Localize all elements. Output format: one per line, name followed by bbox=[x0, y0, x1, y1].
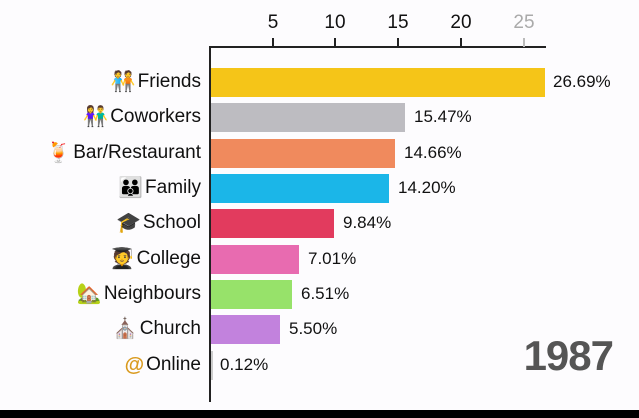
x-tick-label: 25 bbox=[513, 12, 535, 33]
bar bbox=[211, 68, 545, 97]
value-label: 26.69% bbox=[553, 72, 611, 91]
year-label: 1987 bbox=[523, 332, 614, 379]
x-tick bbox=[397, 38, 399, 47]
cocktail-icon: 🍹 bbox=[46, 142, 72, 164]
bar bbox=[211, 315, 280, 344]
x-tick bbox=[523, 38, 525, 47]
bar bbox=[211, 209, 334, 238]
x-tick bbox=[334, 38, 336, 47]
value-label: 6.51% bbox=[301, 284, 350, 303]
category-label: Family bbox=[145, 177, 201, 198]
bar bbox=[211, 351, 213, 380]
church-icon: ⛪ bbox=[112, 318, 138, 340]
house-icon: 🏡 bbox=[76, 283, 102, 305]
bar-row-school: 🎓 School 9.84% bbox=[0, 208, 639, 238]
x-tick-label: 20 bbox=[450, 12, 472, 33]
at-sign-icon: @ bbox=[124, 354, 145, 376]
bar-row-coworkers: 👫 Coworkers 15.47% bbox=[0, 102, 639, 132]
category-label: School bbox=[142, 212, 201, 233]
value-label: 0.12% bbox=[220, 355, 269, 374]
bar bbox=[211, 103, 405, 132]
value-label: 14.66% bbox=[404, 143, 462, 162]
value-label: 5.50% bbox=[289, 319, 338, 338]
graduation-cap-icon: 🎓 bbox=[115, 212, 141, 234]
value-label: 14.20% bbox=[398, 178, 456, 197]
bar-row-family: 👪 Family 14.20% bbox=[0, 173, 639, 203]
x-tick-label: 10 bbox=[324, 12, 346, 33]
category-label: Online bbox=[146, 354, 201, 375]
friends-icon: 🧑‍🤝‍🧑 bbox=[110, 71, 136, 93]
x-tick bbox=[460, 38, 462, 47]
family-icon: 👪 bbox=[118, 177, 144, 199]
graduate-icon: 🧑‍🎓 bbox=[109, 248, 135, 270]
bar bbox=[211, 245, 299, 274]
category-label: Neighbours bbox=[103, 283, 201, 304]
value-label: 7.01% bbox=[308, 249, 357, 268]
bar-row-college: 🧑‍🎓 College 7.01% bbox=[0, 244, 639, 274]
x-axis-line bbox=[210, 46, 546, 48]
bar-row-online: @ Online 0.12% bbox=[0, 350, 639, 380]
coworkers-icon: 👫 bbox=[83, 106, 109, 128]
bar bbox=[211, 174, 389, 203]
bar bbox=[211, 280, 292, 309]
category-label: Friends bbox=[137, 71, 201, 92]
category-label: College bbox=[136, 248, 201, 269]
category-label: Church bbox=[139, 318, 201, 339]
bar bbox=[211, 139, 395, 168]
x-tick-label: 15 bbox=[387, 12, 409, 33]
bar-row-church: ⛪ Church 5.50% bbox=[0, 314, 639, 344]
category-label: Bar/Restaurant bbox=[73, 142, 201, 163]
bar-row-bar-restaurant: 🍹 Bar/Restaurant 14.66% bbox=[0, 138, 639, 168]
value-label: 9.84% bbox=[343, 213, 392, 232]
bottom-letterbox bbox=[0, 410, 639, 418]
value-label: 15.47% bbox=[414, 107, 472, 126]
y-axis-line bbox=[209, 46, 211, 402]
bar-row-neighbours: 🏡 Neighbours 6.51% bbox=[0, 279, 639, 309]
x-tick-label: 5 bbox=[267, 12, 279, 33]
category-label: Coworkers bbox=[110, 106, 201, 127]
bar-row-friends: 🧑‍🤝‍🧑 Friends 26.69% bbox=[0, 67, 639, 97]
x-tick bbox=[272, 38, 274, 47]
